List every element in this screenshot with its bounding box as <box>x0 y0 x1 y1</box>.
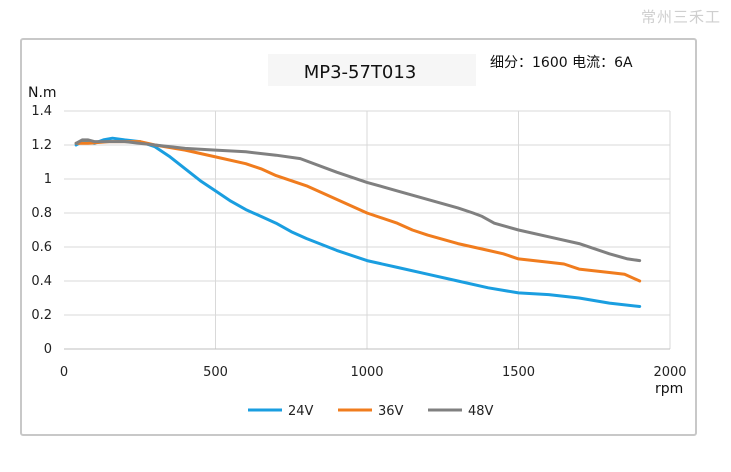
y-tick-label: 0.8 <box>31 206 52 221</box>
legend-label-48V: 48V <box>468 404 494 419</box>
y-tick-label: 0.4 <box>31 274 52 289</box>
x-tick-label: 0 <box>60 365 68 380</box>
y-tick-label: 1.4 <box>31 104 52 119</box>
legend-label-24V: 24V <box>288 404 314 419</box>
axes: 0 0.2 0.4 0.6 0.8 1 1.2 1.4 0 500 1000 1500 2000 <box>31 104 686 380</box>
legend: 24V 36V 48V <box>248 404 494 419</box>
series-line-24V <box>74 136 642 308</box>
plot-series <box>74 136 642 308</box>
y-tick-label: 0.2 <box>31 308 52 323</box>
chart-frame <box>20 38 697 436</box>
x-axis-label: rpm <box>655 381 683 397</box>
chart-subtitle: 细分：1600 电流：6A <box>490 55 633 71</box>
watermark-text: 常州三禾工 <box>640 8 721 26</box>
series-line-36V <box>74 140 642 283</box>
x-tick-label: 2000 <box>653 365 686 380</box>
y-axis-label: N.m <box>28 85 57 101</box>
legend-label-36V: 36V <box>378 404 404 419</box>
series-line-48V <box>74 138 642 263</box>
x-tick-label: 1500 <box>502 365 535 380</box>
y-tick-label: 0 <box>44 342 52 357</box>
chart-title: MP3-57T013 <box>304 62 417 83</box>
x-tick-label: 1000 <box>350 365 383 380</box>
y-tick-label: 1 <box>44 172 52 187</box>
title-box <box>268 54 476 86</box>
x-tick-label: 500 <box>203 365 228 380</box>
y-tick-label: 0.6 <box>31 240 52 255</box>
y-tick-label: 1.2 <box>31 138 52 153</box>
